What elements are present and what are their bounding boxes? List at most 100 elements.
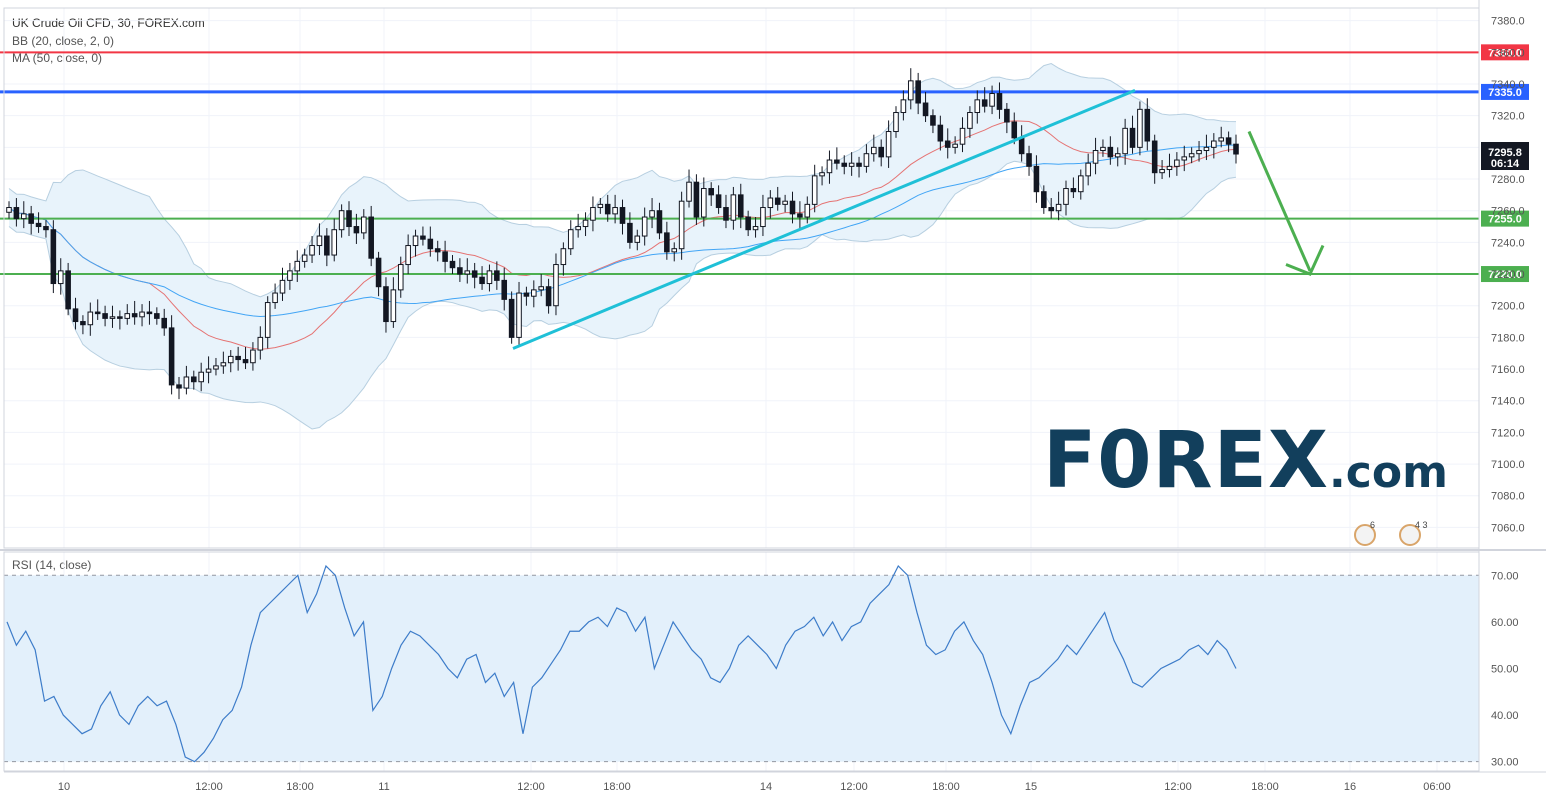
candle-down: [915, 80, 921, 104]
y-tick-label: 7180.0: [1491, 332, 1525, 344]
candle-down: [94, 311, 101, 315]
y-tick-label: 7100.0: [1491, 459, 1525, 471]
candle-up: [109, 316, 116, 319]
candle-up: [338, 210, 345, 231]
x-tick-label: 06:00: [1423, 781, 1451, 793]
y-tick-label: 7140.0: [1491, 396, 1525, 408]
event-flag-icon[interactable]: [1354, 524, 1376, 546]
last-price-label: 7295.8: [1488, 147, 1522, 159]
horizontal-levels[interactable]: 7360.0 7335.0 7255.0 7220.0: [0, 44, 1529, 283]
candle-down: [324, 235, 330, 256]
level-tag: [1481, 44, 1529, 61]
candle-up: [701, 188, 707, 218]
candle-up: [20, 213, 27, 220]
candle-down: [1048, 207, 1055, 212]
candle-up: [1181, 156, 1188, 161]
candle-down: [1033, 165, 1040, 193]
candle-up: [752, 226, 759, 231]
candles: [6, 68, 1239, 400]
level-label: 7360.0: [1488, 47, 1522, 59]
candle-down: [745, 216, 751, 231]
rsi-tick-label: 40.00: [1491, 710, 1519, 722]
candle-down: [737, 194, 744, 218]
candle-up: [405, 245, 411, 266]
level-tag: [1481, 266, 1529, 283]
candle-up: [671, 248, 678, 253]
candle-down: [28, 213, 34, 224]
candle-up: [1055, 203, 1062, 212]
candle-down: [627, 222, 633, 243]
candle-down: [346, 210, 352, 228]
candle-down: [442, 251, 448, 262]
candle-up: [213, 365, 219, 370]
candle-up: [397, 264, 404, 291]
candle-up: [250, 349, 256, 364]
x-tick-label: 16: [1344, 781, 1356, 793]
candle-up: [804, 203, 811, 218]
x-tick-label: 15: [1025, 781, 1037, 793]
bb-legend[interactable]: BB (20, close, 2, 0): [12, 34, 115, 48]
candle-up: [612, 207, 618, 215]
candle-down: [190, 376, 197, 383]
event-flag-icon[interactable]: [1399, 524, 1421, 546]
candle-up: [87, 311, 94, 326]
candle-up: [124, 313, 131, 319]
candle-down: [996, 93, 1003, 110]
y-tick-label: 7320.0: [1491, 111, 1525, 123]
candle-down: [471, 270, 478, 278]
trendline[interactable]: [512, 88, 1325, 350]
y-tick-label: 7080.0: [1491, 491, 1525, 503]
rsi-tick-label: 50.00: [1491, 663, 1519, 675]
x-tick-label: 18:00: [286, 781, 314, 793]
candle-down: [1129, 127, 1136, 148]
rsi-legend[interactable]: RSI (14, close): [12, 558, 92, 572]
candle-down: [457, 267, 463, 275]
candle-up: [331, 229, 338, 256]
candle-up: [575, 226, 581, 231]
candle-up: [1174, 159, 1180, 167]
candle-up: [257, 336, 264, 351]
candle-down: [146, 311, 153, 315]
countdown-label: 06:14: [1491, 158, 1520, 170]
y-tick-label: 7360.0: [1491, 47, 1525, 59]
candle-down: [508, 298, 515, 338]
rsi-tick-label: 70.00: [1491, 570, 1519, 582]
y-tick-label: 7220.0: [1491, 269, 1525, 281]
x-tick-label: 10: [58, 781, 70, 793]
y-tick-label: 7260.0: [1491, 206, 1525, 218]
candle-up: [287, 270, 293, 281]
candle-down: [856, 162, 862, 167]
candle-up: [1203, 146, 1210, 152]
bb-fill: [9, 63, 1236, 429]
candle-up: [1137, 108, 1143, 148]
candle-down: [1070, 188, 1077, 193]
candle-up: [989, 93, 995, 107]
x-tick-label: 12:00: [1164, 781, 1192, 793]
rsi-pane: [4, 564, 1479, 763]
candle-down: [35, 222, 42, 228]
candle-up: [760, 207, 766, 228]
candle-down: [841, 162, 848, 167]
event-flag-count: 4 3: [1415, 520, 1428, 530]
ma-legend[interactable]: MA (50, close, 0): [12, 51, 103, 65]
candle-down: [1011, 121, 1018, 139]
level-label: 7335.0: [1488, 87, 1522, 99]
x-tick-label: 12:00: [840, 781, 868, 793]
last-price-box: [1481, 142, 1529, 171]
candle-down: [479, 276, 485, 285]
y-tick-label: 7160.0: [1491, 364, 1525, 376]
candle-up: [560, 248, 567, 266]
candle-down: [1144, 108, 1151, 142]
level-label: 7255.0: [1488, 214, 1522, 226]
candle-down: [80, 321, 86, 326]
candle-down: [383, 286, 389, 323]
candle-up: [464, 270, 471, 275]
candle-down: [715, 194, 722, 209]
candle-down: [1151, 140, 1158, 174]
candle-up: [264, 302, 271, 338]
x-tick-label: 12:00: [195, 781, 223, 793]
candle-up: [1188, 153, 1195, 158]
candle-up: [730, 194, 737, 221]
